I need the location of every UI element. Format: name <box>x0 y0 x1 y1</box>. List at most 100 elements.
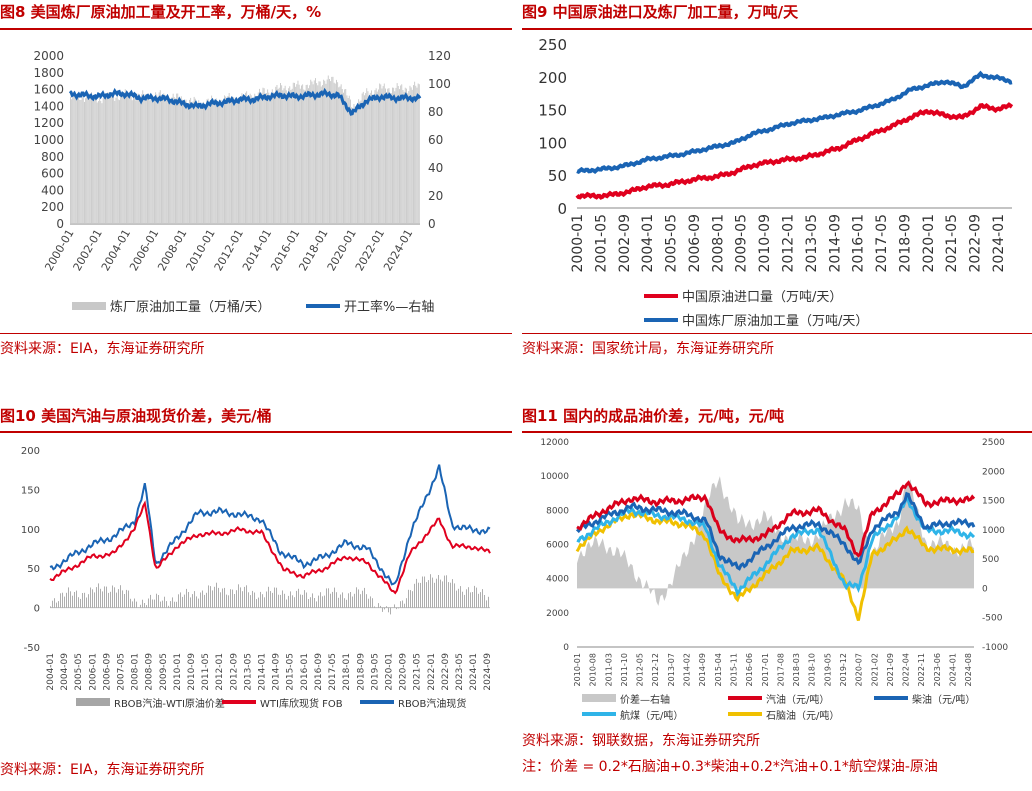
fig8-bar <box>406 88 407 224</box>
fig8-bar <box>388 88 390 224</box>
fig10-bar <box>124 594 125 608</box>
fig10-bar <box>470 592 471 608</box>
fig10-bar <box>330 593 331 608</box>
fig10-bar <box>464 594 465 608</box>
fig10-bar <box>166 601 167 608</box>
fig8-bar <box>130 97 132 224</box>
fig8-bar <box>278 87 280 224</box>
fig8-bar <box>157 96 159 224</box>
fig8-bar <box>204 105 206 224</box>
fig10-bar <box>110 591 111 608</box>
fig9-x-tick: 2006-09 <box>687 214 703 273</box>
figure-8-chart: 0 200 400 600 800 1000 1200 1400 1600 1800 2000 0 20… <box>33 49 450 315</box>
fig8-left-tick: 400 <box>41 183 64 197</box>
fig9-x-tick: 2021-05 <box>944 214 960 273</box>
fig10-bar <box>458 588 459 608</box>
fig8-bar <box>117 99 119 224</box>
fig8-bar <box>229 97 231 224</box>
fig8-bar <box>360 100 362 224</box>
fig10-bar <box>400 601 401 608</box>
figure-11-source: 资料来源：钢联数据，东海证券研究所 <box>522 733 760 749</box>
fig8-bar <box>301 85 302 224</box>
fig11-x-tick: 2013-07 <box>667 653 676 686</box>
fig8-bar <box>103 94 105 225</box>
fig10-bar <box>344 598 345 608</box>
fig8-bar <box>179 99 181 224</box>
fig8-bar <box>310 79 312 224</box>
fig8-bar <box>227 96 229 224</box>
fig8-left-tick: 200 <box>41 200 64 214</box>
fig8-bar <box>169 98 171 224</box>
fig8-bar <box>395 87 397 225</box>
fig8-bar <box>163 93 165 225</box>
fig8-bar <box>129 91 131 224</box>
fig8-bar <box>133 96 134 224</box>
fig8-bar <box>275 86 277 224</box>
fig11-x-tick: 2010-01 <box>573 653 582 686</box>
fig8-bar <box>88 98 90 224</box>
fig8-bar <box>102 98 104 224</box>
fig8-bar <box>241 93 243 224</box>
fig8-bar <box>291 88 293 224</box>
fig8-bar <box>116 95 118 225</box>
fig10-bar <box>428 580 429 608</box>
fig8-bar <box>206 99 208 224</box>
fig8-bar <box>80 100 82 224</box>
fig8-bar <box>358 99 360 224</box>
fig8-bar <box>171 97 173 224</box>
fig8-bar <box>126 91 127 225</box>
fig10-y-tick: -50 <box>24 643 40 654</box>
fig10-bar <box>240 587 241 608</box>
fig10-bar <box>410 590 411 608</box>
fig8-bar <box>400 85 402 224</box>
fig10-bar <box>114 587 115 608</box>
fig10-bar <box>212 590 213 608</box>
fig10-bar <box>388 607 389 613</box>
fig10-bar <box>384 607 385 610</box>
fig10-line-wti <box>49 500 491 595</box>
fig8-bar <box>331 76 333 225</box>
fig10-x-tick: 2022-09 <box>441 653 451 691</box>
fig8-bar <box>416 87 418 224</box>
fig9-x-tick: 2013-05 <box>804 214 820 273</box>
fig11-x-tick: 2014-09 <box>698 653 707 686</box>
fig11-gasoline-legend-label: 汽油（元/吨） <box>766 693 829 706</box>
fig8-bar <box>208 102 210 224</box>
fig8-bar <box>364 95 365 224</box>
fig8-bar <box>184 102 186 224</box>
fig8-throughput-legend-label: 炼厂原油加工量（万桶/天） <box>110 300 270 315</box>
fig8-bar <box>165 100 167 224</box>
fig8-bar <box>347 98 349 224</box>
fig10-bar <box>88 594 89 608</box>
fig10-bar <box>462 591 463 608</box>
fig11-spread-legend-swatch <box>582 694 616 702</box>
fig8-bar <box>256 97 258 224</box>
fig10-bar <box>64 596 65 608</box>
fig8-bar <box>333 82 335 224</box>
fig10-x-tick: 2004-09 <box>60 653 70 691</box>
fig8-left-tick: 600 <box>41 167 64 181</box>
fig10-bar <box>414 583 415 608</box>
fig10-bar <box>440 579 441 608</box>
fig10-x-tick: 2018-09 <box>356 653 366 691</box>
fig10-x-tick: 2024-09 <box>483 653 493 691</box>
fig8-bar <box>239 102 241 224</box>
fig10-bar <box>230 589 231 608</box>
fig10-bar <box>98 583 99 608</box>
fig8-bar <box>168 95 169 224</box>
fig8-bar <box>295 86 297 224</box>
fig10-bar <box>354 593 355 608</box>
fig11-x-tick: 2014-02 <box>683 653 692 686</box>
fig10-bar <box>386 606 387 608</box>
fig8-bar <box>408 91 410 224</box>
fig8-bar <box>280 83 281 224</box>
fig8-bar <box>288 88 290 224</box>
fig8-bar <box>221 103 223 224</box>
fig10-bar <box>208 585 209 608</box>
fig8-bar <box>264 93 266 224</box>
fig8-bar <box>392 87 393 224</box>
fig8-bar <box>309 85 311 224</box>
fig10-bar <box>66 592 67 608</box>
fig11-x-tick: 2022-04 <box>902 653 911 686</box>
fig9-imports-legend-label: 中国原油进口量（万吨/天） <box>682 290 842 305</box>
